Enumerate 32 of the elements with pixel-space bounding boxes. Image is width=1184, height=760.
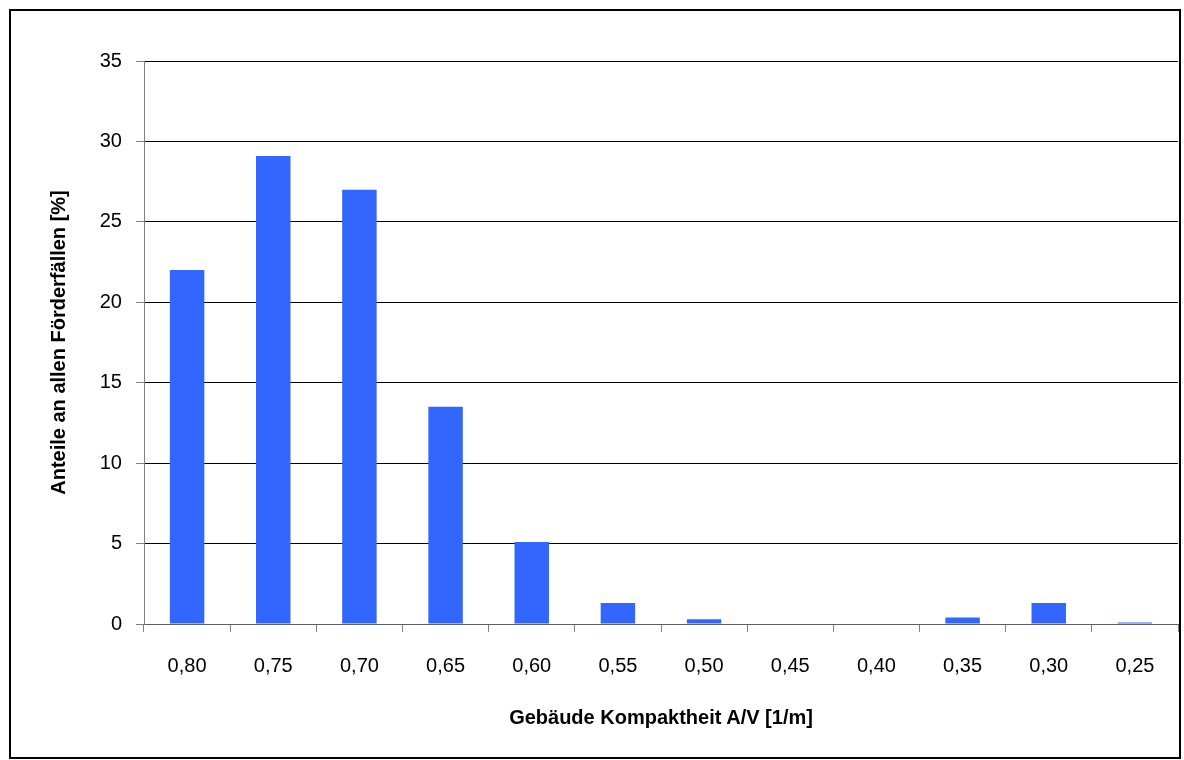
x-tick-label: 0,60 <box>512 653 552 676</box>
bar <box>1031 603 1066 624</box>
y-tick-label: 20 <box>99 289 122 312</box>
bar <box>256 155 291 624</box>
x-tick-label: 0,50 <box>684 653 724 676</box>
y-axis-title: Anteile an allen Förderfällen [%] <box>46 190 69 495</box>
x-tick-label: 0,45 <box>770 653 810 676</box>
y-tick-label: 35 <box>99 48 122 71</box>
x-tick-label: 0,70 <box>339 653 379 676</box>
y-tick-label: 10 <box>99 450 122 473</box>
bar <box>342 189 377 624</box>
x-tick-label: 0,40 <box>856 653 896 676</box>
bar <box>169 270 205 624</box>
y-tick-label: 5 <box>110 531 122 554</box>
bar <box>514 541 549 624</box>
x-tick-label: 0,35 <box>943 653 983 676</box>
y-tick-label: 30 <box>99 128 122 151</box>
x-tick-label: 0,30 <box>1029 653 1069 676</box>
x-axis-title: Gebäude Kompaktheit A/V [1/m] <box>509 705 813 728</box>
x-tick-label: 0,80 <box>167 653 207 676</box>
bar <box>428 406 463 624</box>
x-tick-label: 0,65 <box>426 653 466 676</box>
x-tick-label: 0,25 <box>1115 653 1155 676</box>
y-tick-label: 15 <box>99 370 122 393</box>
bar <box>945 617 980 624</box>
bar <box>600 603 636 624</box>
bar <box>686 619 722 624</box>
chart-frame: Gebäude Kompaktheit A/V [1/m] Anteile an allen Förderfällen [%] 0,80 0,75 0,70 0,65 0,60 0,55 0,50 0,45 0,40 0,35 0,30 0,25 0 5 10 15 20 25 30 35 <box>9 9 1181 759</box>
x-tick-label: 0,75 <box>253 653 293 676</box>
y-tick-label: 0 <box>110 611 122 634</box>
y-tick-label: 25 <box>99 209 122 232</box>
x-tick-label: 0,55 <box>598 653 638 676</box>
